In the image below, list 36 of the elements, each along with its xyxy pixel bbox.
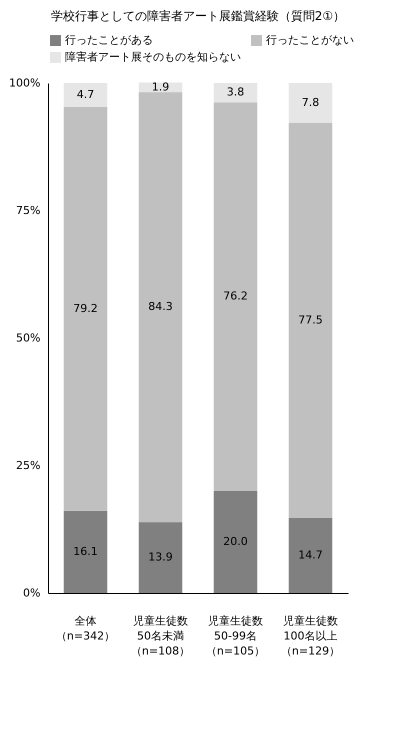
data-label: 84.3 (148, 300, 173, 314)
data-label: 76.2 (223, 290, 248, 303)
data-label: 3.8 (226, 86, 244, 99)
y-tick-label: 0% (23, 586, 40, 600)
data-label: 7.8 (302, 96, 320, 109)
legend-label: 行ったことがない (266, 34, 354, 47)
data-label: 1.9 (152, 80, 170, 94)
bar (214, 83, 258, 102)
data-label: 14.7 (298, 548, 323, 562)
y-tick-label: 75% (16, 204, 40, 217)
legend-label: 障害者アート展そのものを知らない (65, 50, 241, 64)
bar (138, 92, 182, 522)
bar (64, 510, 108, 593)
x-tick-label: 児童生徒数50-99名（n=105） (206, 614, 266, 658)
x-tick-label: 児童生徒数50名未満（n=108） (130, 614, 190, 658)
y-tick-label: 25% (16, 459, 40, 472)
y-tick-label: 50% (16, 332, 40, 344)
bar (288, 518, 332, 593)
data-label: 77.5 (298, 313, 323, 326)
bar (288, 83, 332, 123)
data-label: 16.1 (73, 544, 98, 558)
data-label: 4.7 (76, 88, 94, 101)
bar (64, 106, 108, 511)
y-tick-label: 100% (9, 76, 40, 90)
bar (64, 83, 108, 107)
legend-label: 行ったことがある (65, 34, 153, 47)
data-label: 79.2 (73, 302, 98, 315)
bar (288, 122, 332, 518)
x-tick-label: 全体（n=342） (56, 614, 116, 642)
data-label: 20.0 (223, 535, 248, 548)
data-label: 13.9 (148, 550, 173, 564)
chart-title: 学校行事としての障害者アート展鑑賞経験（質問2①） (50, 9, 346, 23)
bar (214, 491, 258, 593)
x-tick-label: 児童生徒数100名以上（n=129） (280, 614, 340, 658)
bar (214, 102, 258, 491)
bar (138, 522, 182, 593)
